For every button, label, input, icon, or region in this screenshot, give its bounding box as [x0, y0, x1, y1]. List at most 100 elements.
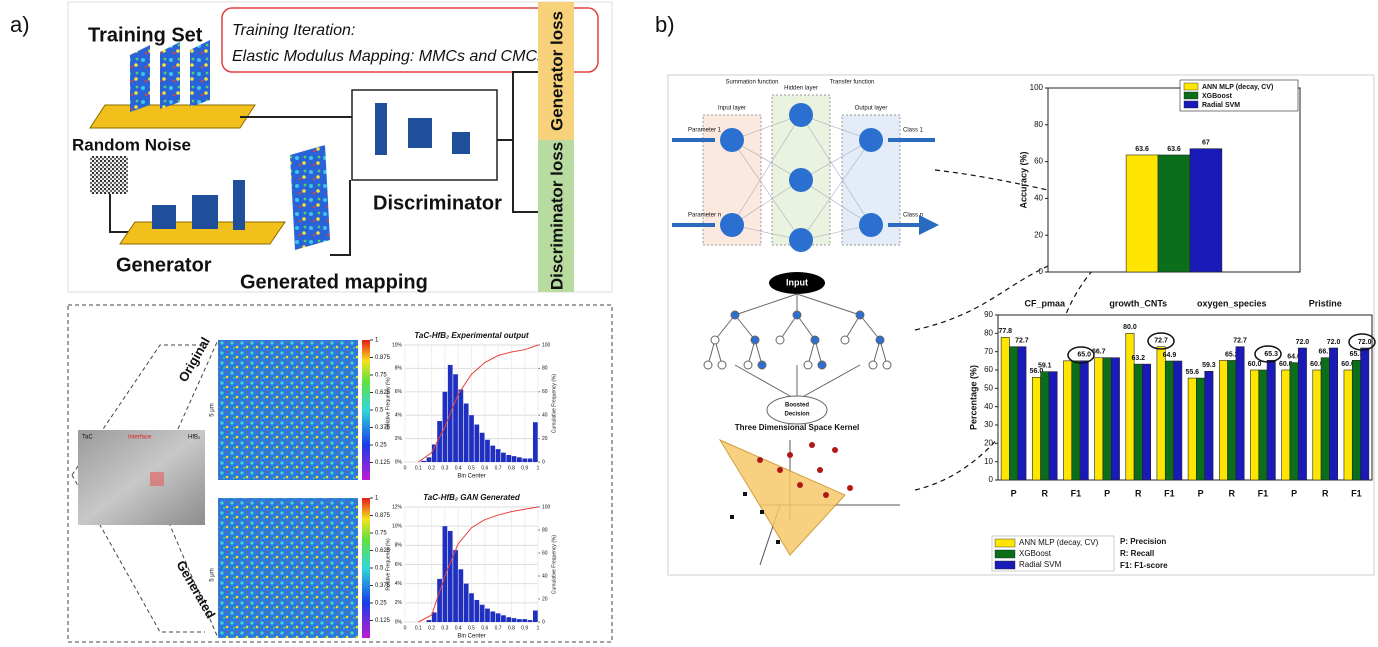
x-axis-label: Bin Center [457, 634, 485, 640]
bar [1188, 378, 1196, 480]
y2-tick-label: 60 [542, 389, 548, 395]
histogram-bar [459, 569, 464, 622]
x-tick-label: 0.8 [508, 465, 515, 471]
x-tick-label: F1 [1164, 488, 1175, 498]
colorbar-label: 0.25 [375, 601, 387, 607]
x-tick-label: F1 [1351, 488, 1362, 498]
x-tick-label: F1 [1071, 488, 1082, 498]
histogram-bar [469, 415, 474, 462]
colorbar-label: 0.75 [375, 531, 387, 537]
output-label: Class 1 [903, 128, 924, 134]
y2-axis-label: Cumulative Frequency (%) [551, 535, 557, 595]
histogram-bar [443, 526, 448, 622]
bar [1032, 377, 1040, 480]
chart-title: TaC-HfB₂ Experimental output [414, 331, 529, 340]
colorbar-label: 0.5 [375, 566, 384, 572]
legend-label: Radial SVM [1019, 560, 1062, 569]
note: R: Recall [1120, 549, 1154, 558]
input-label: Parameter 1 [688, 128, 722, 134]
bar [1174, 361, 1182, 480]
layer-label: Input layer [718, 106, 746, 112]
histogram-bar [432, 612, 437, 622]
histogram-bar [459, 389, 464, 462]
connector [110, 194, 130, 232]
histogram-bar [437, 421, 442, 462]
y2-tick-label: 60 [542, 550, 548, 556]
data-label: 72.7 [1154, 338, 1168, 345]
legend-label: Radial SVM [1202, 102, 1240, 109]
x-tick-label: R [1229, 488, 1236, 498]
block [192, 195, 218, 229]
layer-label: Hidden layer [784, 86, 818, 92]
bar [1049, 372, 1057, 480]
histogram-bar [501, 615, 506, 622]
panel-label: b) [655, 12, 675, 37]
data-label: 72.0 [1327, 339, 1341, 346]
histogram-bar [427, 620, 432, 622]
histogram-bar [474, 600, 479, 622]
block [233, 180, 245, 230]
figure: a) Training Set Training Iteration: Elas… [0, 0, 1378, 647]
iteration-text: Elastic Modulus Mapping: MMCs and CMCs [232, 48, 545, 65]
y-tick-label: 40 [984, 402, 993, 411]
x-tick-label: 0.1 [415, 625, 422, 631]
bar [1352, 360, 1360, 480]
note: F1: F1-score [1120, 561, 1168, 570]
sem-label: TaC [82, 435, 93, 441]
bar [1111, 358, 1119, 480]
y-axis-label: Relative Frequency (%) [385, 377, 391, 430]
y-tick-label: 0 [1039, 267, 1044, 276]
colorbar-label: 0.25 [375, 443, 387, 449]
block [452, 132, 470, 154]
data-label: 72.0 [1358, 339, 1372, 346]
output-label: Class n [903, 213, 923, 219]
group-label: growth_CNTs [1109, 298, 1167, 308]
x-tick-label: F1 [1258, 488, 1269, 498]
legend-label: ANN MLP (decay, CV) [1019, 538, 1099, 547]
colorbar [362, 498, 370, 638]
data-label: 77.8 [998, 328, 1012, 335]
generator-loss: Generator loss [547, 11, 566, 131]
generator: Generator [116, 254, 212, 276]
histogram-bar [464, 584, 469, 622]
colorbar-label: 1 [375, 496, 379, 502]
histogram-bar [501, 453, 506, 462]
trees [704, 294, 891, 400]
bar [1072, 361, 1080, 480]
group-label: Pristine [1309, 298, 1342, 308]
y-tick-label: 10 [984, 457, 993, 466]
function-label: Summation function [725, 80, 778, 86]
x-tick-label: R [1322, 488, 1329, 498]
panel-label: a) [10, 12, 30, 37]
y-tick-label: 40 [1034, 194, 1043, 203]
iteration-title: Training Iteration: [232, 22, 355, 39]
x-tick-label: 0.9 [521, 625, 528, 631]
data-label: 60.0 [1248, 361, 1262, 368]
data-label: 67 [1202, 140, 1210, 147]
colorbar-label: 0.875 [375, 513, 391, 519]
y-tick-label: 12% [392, 504, 403, 510]
histogram-bar [522, 458, 527, 462]
bar [1282, 370, 1290, 480]
y2-axis-label: Cumulative Frequency (%) [551, 374, 557, 434]
bar [1205, 371, 1213, 480]
histogram-bar [474, 425, 479, 462]
y-tick-label: 30 [984, 420, 993, 429]
legend-label: XGBoost [1019, 549, 1052, 558]
bar [1344, 370, 1352, 480]
scale-label: 5 μm [210, 403, 216, 416]
y-tick-label: 60 [1034, 157, 1043, 166]
input-label: Parameter n [688, 213, 721, 219]
y-tick-label: 0 [989, 475, 994, 484]
histogram-bar [427, 457, 432, 462]
histogram-bar [453, 550, 458, 622]
histogram-bar [506, 455, 511, 462]
sample [160, 42, 180, 109]
legend-swatch [1184, 83, 1198, 90]
y-tick-label: 50 [984, 383, 993, 392]
y-tick-label: 4% [395, 413, 403, 419]
decision-label: Decision [784, 412, 809, 418]
y-tick-label: 20 [984, 438, 993, 447]
y-tick-label: 20 [1034, 230, 1043, 239]
y2-tick-label: 20 [542, 436, 548, 442]
